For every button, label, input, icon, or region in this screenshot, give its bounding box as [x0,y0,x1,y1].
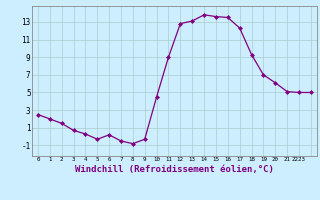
X-axis label: Windchill (Refroidissement éolien,°C): Windchill (Refroidissement éolien,°C) [75,165,274,174]
